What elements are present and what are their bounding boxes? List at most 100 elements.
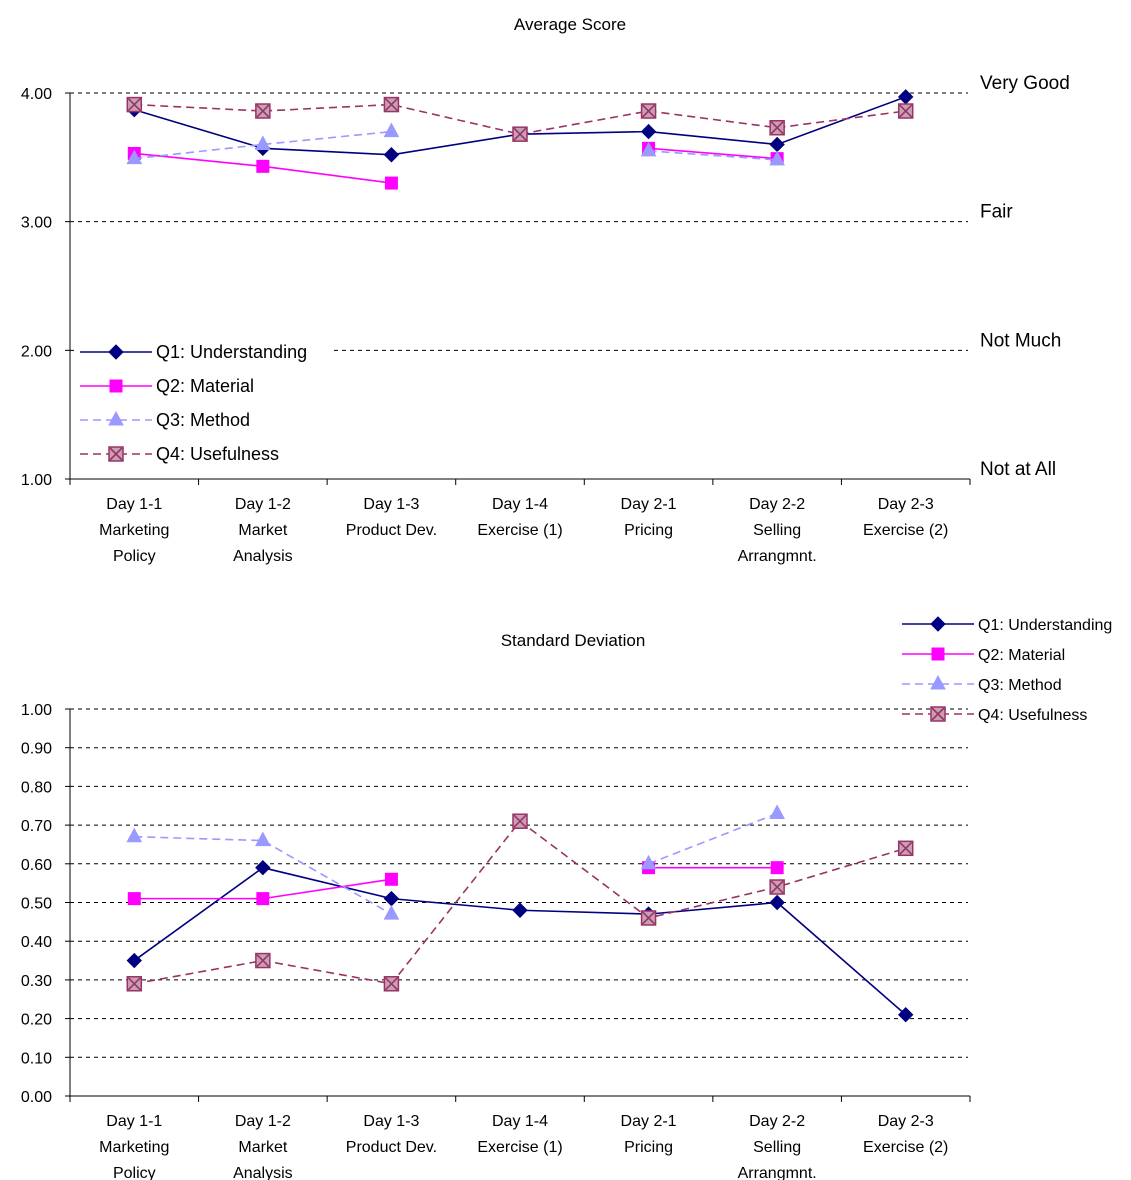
- legend-swatch-marker: [930, 674, 946, 690]
- data-point-q3-method: [255, 135, 271, 150]
- data-point-q1-understanding: [769, 894, 785, 911]
- series-line-q3-method: [134, 130, 392, 160]
- category-label-line: Product Dev.: [346, 522, 437, 539]
- data-point-q2-material: [384, 872, 398, 886]
- category-label-line: Day 1-2: [235, 1113, 291, 1130]
- category-label-line: Day 1-1: [106, 496, 162, 513]
- average-score-categories: Day 1-1 Marketing Policy Day 1-2 Market Analy…: [99, 496, 948, 565]
- series-q4-usefulness: [126, 813, 914, 992]
- band-label-very-good: Very Good: [980, 73, 1070, 94]
- data-point-q1-understanding: [898, 1007, 914, 1023]
- category-label-day-1-2: Day 1-2 Market Analysis: [233, 1113, 293, 1180]
- data-point-q4-usefulness: [769, 119, 785, 136]
- legend-swatch-marker: [108, 410, 124, 426]
- data-point-q4-usefulness: [126, 976, 143, 992]
- y-tick-label: 1.00: [21, 702, 52, 719]
- legend-item-q4-usefulness: Q4: Usefulness: [902, 706, 1087, 724]
- standard-deviation-legend: Q1: Understanding Q2: Material Q3: Method Q…: [902, 616, 1112, 724]
- legend-label: Q2: Material: [156, 376, 254, 396]
- legend-item-q2-material: Q2: Material: [902, 647, 1065, 664]
- legend-label: Q3: Method: [978, 677, 1062, 694]
- y-tick-label: 0.90: [21, 741, 52, 758]
- legend-item-q1-understanding: Q1: Understanding: [902, 616, 1112, 634]
- legend-item-q2-material: Q2: Material: [76, 369, 334, 403]
- standard-deviation-title: Standard Deviation: [501, 631, 646, 650]
- category-label-line: Day 2-1: [621, 1113, 677, 1130]
- legend-swatch-marker: [108, 446, 124, 462]
- series-line-q3-method: [648, 150, 778, 161]
- standard-deviation-axes: [65, 708, 971, 1102]
- data-point-q1-understanding: [383, 147, 400, 163]
- category-label-day-1-1: Day 1-1 Marketing Policy: [99, 496, 169, 565]
- category-label-line: Day 1-4: [492, 1113, 548, 1130]
- data-point-q4-usefulness: [255, 952, 271, 969]
- legend-label: Q1: Understanding: [978, 617, 1112, 634]
- category-label-line: Day 1-1: [106, 1113, 162, 1130]
- average-score-legend: Q1: Understanding Q2: Material Q3: Method Q…: [76, 335, 334, 471]
- category-label-line: Exercise (1): [477, 1139, 562, 1156]
- category-label-line: Arrangmnt.: [738, 548, 817, 565]
- y-tick-label: 1.00: [21, 472, 52, 489]
- series-q4-usefulness: [126, 96, 914, 142]
- category-label-line: Exercise (1): [477, 522, 562, 539]
- series-q3-method: [126, 122, 785, 166]
- category-label-day-2-3: Day 2-3 Exercise (2): [863, 1113, 948, 1156]
- category-label-day-1-4: Day 1-4 Exercise (1): [477, 496, 562, 539]
- data-point-q3-method: [769, 150, 785, 166]
- legend-swatch-marker: [930, 706, 946, 722]
- average-score-axes: [65, 92, 971, 485]
- category-label-day-2-1: Day 2-1 Pricing: [621, 496, 677, 539]
- data-point-q4-usefulness: [255, 103, 271, 119]
- series-line-q3-method: [648, 812, 778, 865]
- data-point-q2-material: [256, 892, 270, 906]
- category-label-line: Day 2-3: [878, 496, 934, 513]
- y-tick-label: 0.10: [21, 1050, 52, 1067]
- category-label-line: Day 1-4: [492, 496, 548, 513]
- category-label-day-1-3: Day 1-3 Product Dev.: [346, 1113, 437, 1156]
- category-label-day-1-4: Day 1-4 Exercise (1): [477, 1113, 562, 1156]
- data-point-q1-understanding: [898, 89, 914, 105]
- category-label-line: Day 1-3: [363, 496, 419, 513]
- category-label-line: Day 1-2: [235, 496, 291, 513]
- data-point-q4-usefulness: [769, 879, 785, 895]
- category-label-day-2-2: Day 2-2 Selling Arrangmnt.: [738, 496, 817, 565]
- legend-swatch-marker: [108, 344, 124, 360]
- category-label-day-1-1: Day 1-1 Marketing Policy: [99, 1113, 169, 1180]
- category-label-line: Day 2-2: [749, 496, 805, 513]
- data-point-q2-material: [256, 159, 270, 173]
- category-label-line: Day 2-2: [749, 1113, 805, 1130]
- legend-item-q1-understanding: Q1: Understanding: [76, 335, 334, 369]
- category-label-line: Selling: [753, 1139, 801, 1156]
- y-tick-label: 0.30: [21, 973, 52, 990]
- category-label-line: Policy: [113, 1165, 156, 1180]
- data-point-q4-usefulness: [640, 103, 657, 119]
- category-label-line: Policy: [113, 548, 156, 565]
- legend-label: Q1: Understanding: [156, 342, 307, 362]
- data-point-q1-understanding: [255, 859, 271, 876]
- band-label-fair: Fair: [980, 202, 1013, 223]
- category-label-line: Exercise (2): [863, 522, 948, 539]
- category-label-line: Marketing: [99, 522, 169, 539]
- series-line-q3-method: [134, 835, 392, 915]
- category-label-line: Analysis: [233, 548, 293, 565]
- y-tick-label: 0.40: [21, 934, 52, 951]
- category-label-line: Day 2-1: [621, 496, 677, 513]
- data-point-q1-understanding: [640, 123, 657, 140]
- data-point-q4-usefulness: [383, 976, 400, 992]
- category-label-line: Day 1-3: [363, 1113, 419, 1130]
- category-label-line: Pricing: [624, 1139, 673, 1156]
- y-tick-label: 0.80: [21, 779, 52, 796]
- standard-deviation-gridlines: [70, 708, 968, 1058]
- data-point-q4-usefulness: [512, 813, 528, 829]
- standard-deviation-series: [126, 804, 914, 1023]
- category-label-line: Market: [238, 522, 287, 539]
- legend-label: Q4: Usefulness: [156, 444, 279, 464]
- average-score-chart: Average Score 1.00 2.00 3.00 4.00 Very Good…: [21, 15, 1070, 565]
- average-score-y-ticks: 1.00 2.00 3.00 4.00: [21, 86, 52, 489]
- series-q2-material: [127, 861, 784, 906]
- category-label-line: Product Dev.: [346, 1139, 437, 1156]
- series-line-q2-material: [648, 147, 778, 160]
- y-tick-label: 0.60: [21, 857, 52, 874]
- category-label-line: Day 2-3: [878, 1113, 934, 1130]
